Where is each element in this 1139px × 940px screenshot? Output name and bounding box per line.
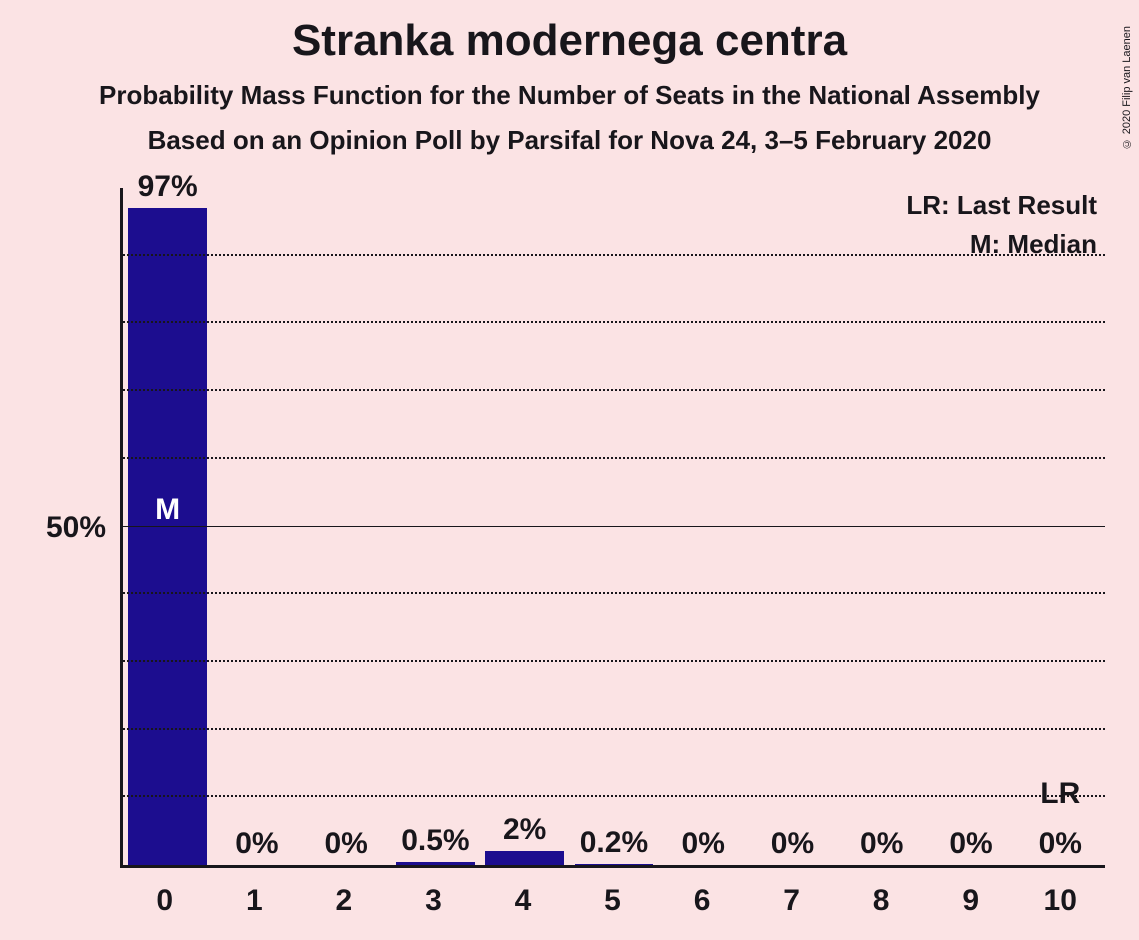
bar-value-label: 0% [771, 827, 814, 861]
median-marker: M [155, 493, 180, 527]
bar-value-label: 0% [949, 827, 992, 861]
gridline [123, 389, 1105, 391]
bar-slot: 0.2% [569, 188, 658, 865]
chart-title: Stranka modernega centra [0, 16, 1139, 66]
bar: 0.2% [575, 864, 654, 865]
legend: LR: Last Result M: Median [906, 190, 1097, 268]
gridline [123, 660, 1105, 662]
gridline [123, 526, 1105, 527]
plot: 97%M 0% 0% 0.5% 2% 0.2% 0% 0% 0% 0% 0% LR [120, 188, 1105, 868]
x-axis-tick: 8 [836, 884, 926, 918]
x-axis-tick: 0 [120, 884, 210, 918]
bar: 0.5% [396, 862, 475, 865]
x-axis-tick: 6 [657, 884, 747, 918]
bar-value-label: 0% [1039, 827, 1082, 861]
bar-slot: 0% [926, 188, 1015, 865]
bar-slot: 0% [212, 188, 301, 865]
x-axis-tick: 1 [210, 884, 300, 918]
x-axis-tick: 9 [926, 884, 1016, 918]
copyright-text: © 2020 Filip van Laenen [1121, 26, 1133, 149]
x-axis-tick: 7 [747, 884, 837, 918]
bar-slot: 97%M [123, 188, 212, 865]
bar: 2% [485, 851, 564, 865]
gridline [123, 457, 1105, 459]
bar-value-label: 2% [503, 813, 546, 847]
bar-value-label: 97% [138, 170, 198, 204]
bar-value-label: 0% [235, 827, 278, 861]
bar-slot: 0% [302, 188, 391, 865]
bar-slot: 2% [480, 188, 569, 865]
bar-slot: 0% [659, 188, 748, 865]
x-axis-ticks: 012345678910 [120, 884, 1105, 918]
bar-slot: 0% [837, 188, 926, 865]
bar-value-label: 0.2% [580, 826, 648, 860]
bar-slot: 0.5% [391, 188, 480, 865]
x-axis-tick: 10 [1015, 884, 1105, 918]
chart-plot-area: 97%M 0% 0% 0.5% 2% 0.2% 0% 0% 0% 0% 0% LR LR: Last … [120, 188, 1105, 868]
chart-subtitle-1: Probability Mass Function for the Number… [0, 80, 1139, 111]
x-axis-tick: 3 [389, 884, 479, 918]
gridline [123, 728, 1105, 730]
gridline [123, 321, 1105, 323]
legend-m: M: Median [906, 229, 1097, 260]
bar-value-label: 0.5% [401, 824, 469, 858]
legend-lr: LR: Last Result [906, 190, 1097, 221]
gridline [123, 592, 1105, 594]
bars-group: 97%M 0% 0% 0.5% 2% 0.2% 0% 0% 0% 0% 0% LR [123, 188, 1105, 865]
bar-slot: 0% LR [1016, 188, 1105, 865]
last-result-marker: LR [1040, 777, 1080, 811]
x-axis-tick: 4 [478, 884, 568, 918]
bar-value-label: 0% [860, 827, 903, 861]
chart-container: 97%M 0% 0% 0.5% 2% 0.2% 0% 0% 0% 0% 0% LR LR: Last … [0, 188, 1139, 940]
bar-slot: 0% [748, 188, 837, 865]
x-axis-tick: 5 [568, 884, 658, 918]
gridline [123, 795, 1105, 797]
bar: 97% [128, 208, 207, 865]
x-axis-tick: 2 [299, 884, 389, 918]
chart-subtitle-2: Based on an Opinion Poll by Parsifal for… [0, 125, 1139, 156]
bar-value-label: 0% [324, 827, 367, 861]
bar-value-label: 0% [682, 827, 725, 861]
y-axis-label: 50% [46, 511, 106, 545]
